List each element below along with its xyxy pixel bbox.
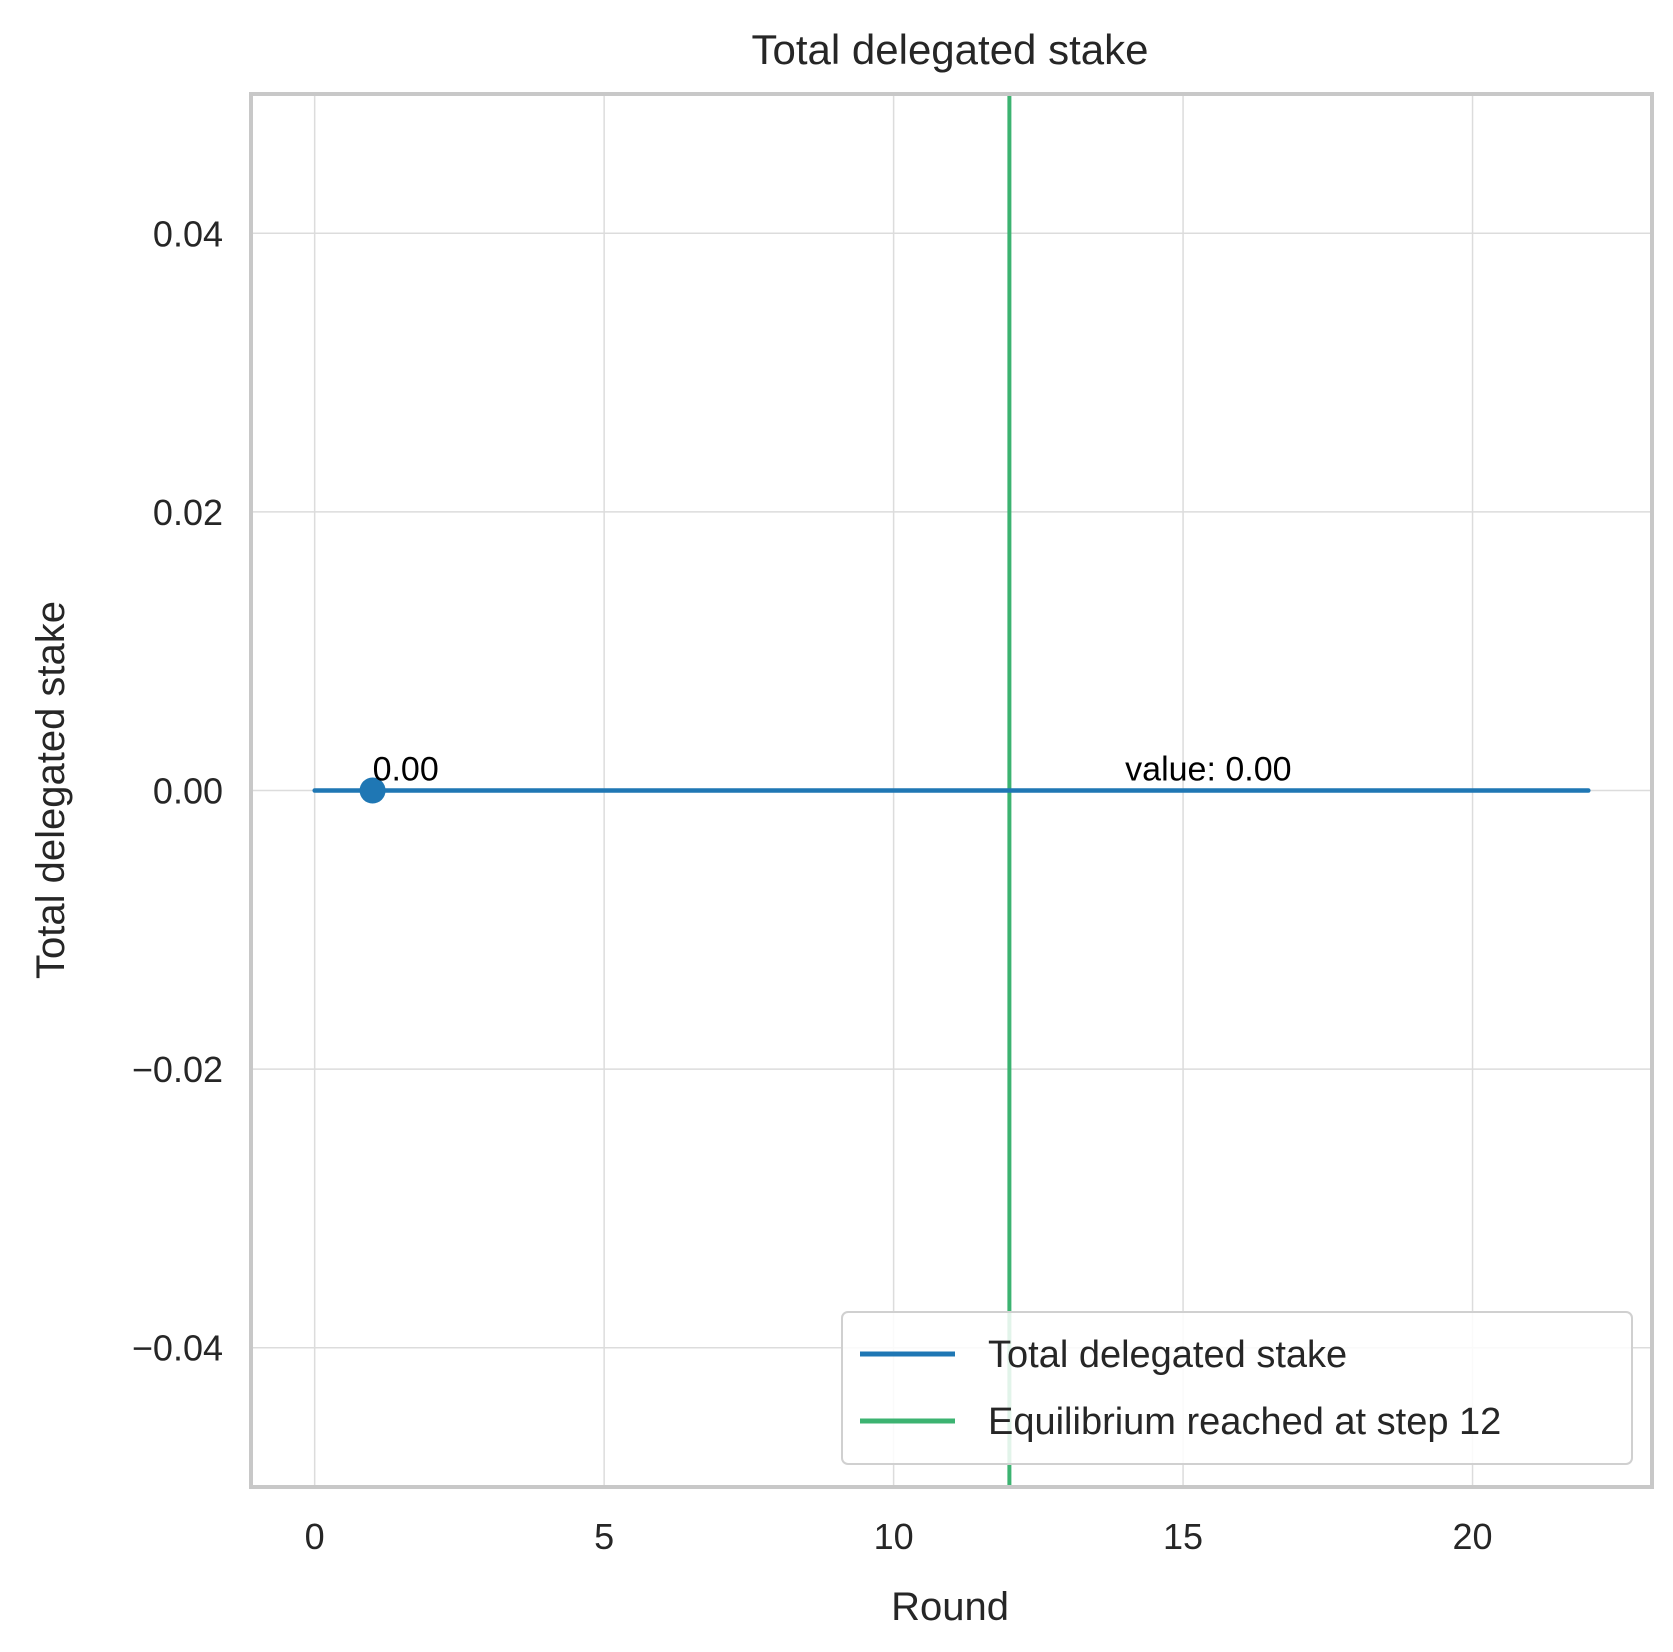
legend: Total delegated stake Equilibrium reache… [841,1311,1633,1465]
y-axis-label: Total delegated stake [29,601,73,979]
value-annotation: value: 0.00 [1125,751,1291,789]
data-point-marker [359,777,386,804]
x-tick-label: 10 [874,1516,914,1557]
y-tick-label: 0.02 [153,492,223,533]
plot-frame [249,92,1654,1489]
chart-title: Total delegated stake [752,26,1149,73]
plot-area: 0.00 value: 0.00 [312,94,1591,1487]
y-axis-ticks: −0.04 −0.02 0.00 0.02 0.04 [132,213,223,1368]
y-tick-label: 0.04 [153,213,223,254]
x-tick-label: 20 [1453,1516,1493,1557]
legend-label-stake: Total delegated stake [988,1334,1347,1376]
y-tick-label: 0.00 [153,771,223,812]
legend-label-equilibrium: Equilibrium reached at step 12 [988,1401,1501,1443]
x-tick-label: 0 [305,1516,325,1557]
data-point-label: 0.00 [373,751,439,789]
y-tick-label: −0.04 [132,1328,223,1369]
x-tick-label: 15 [1163,1516,1203,1557]
x-tick-label: 5 [594,1516,614,1557]
x-axis-ticks: 0 5 10 15 20 [305,1516,1493,1557]
x-axis-label: Round [891,1585,1009,1629]
legend-box [841,1311,1633,1465]
y-tick-label: −0.02 [132,1049,223,1090]
